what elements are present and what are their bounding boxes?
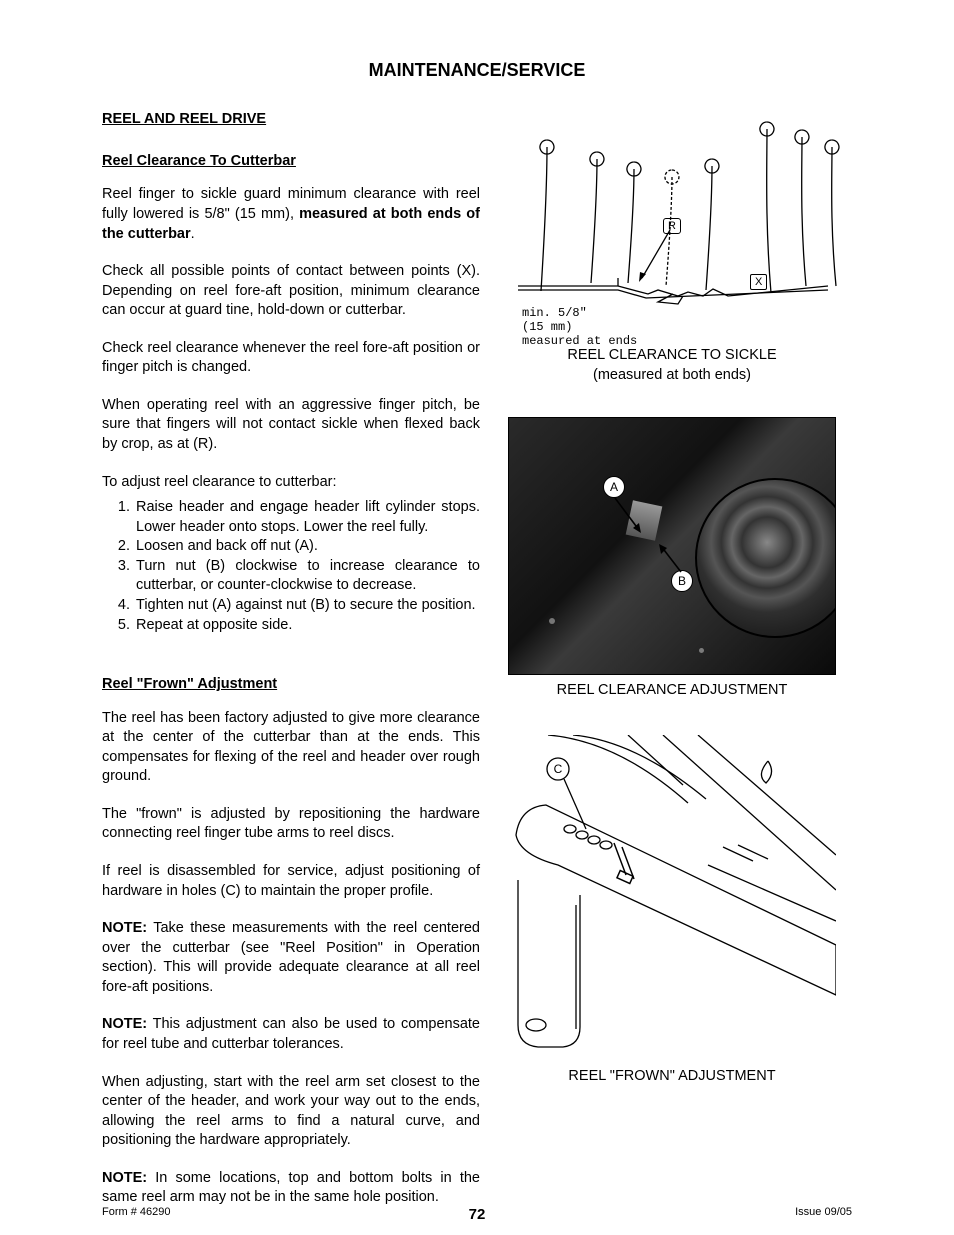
list-item: Repeat at opposite side. (134, 616, 480, 636)
paragraph: Reel finger to sickle guard minimum clea… (102, 185, 480, 244)
reel-tine (753, 110, 773, 295)
list-item: Raise header and engage header lift cyli… (134, 498, 480, 537)
callout-c-text: C (554, 762, 563, 776)
paragraph: Check all possible points of contact bet… (102, 262, 480, 321)
note-paragraph: NOTE: Take these measurements with the r… (102, 919, 480, 997)
footer-page-number: 72 (102, 1205, 852, 1225)
reel-tine (533, 128, 553, 293)
note-paragraph: NOTE: In some locations, top and bottom … (102, 1169, 480, 1208)
text-run: (15 mm) (522, 320, 572, 334)
reel-tine (583, 140, 603, 285)
reel-tine (788, 118, 808, 288)
paragraph: When operating reel with an aggressive f… (102, 396, 480, 455)
list-item: Tighten nut (A) against nut (B) to secur… (134, 596, 480, 616)
list-item: Loosen and back off nut (A). (134, 537, 480, 557)
paragraph: The "frown" is adjusted by repositioning… (102, 805, 480, 844)
figure-reel-clearance-adjustment: A B REEL CLEARANCE ADJUSTMENT (502, 417, 842, 701)
photo-adjustment-nuts: A B (508, 417, 836, 675)
list-item: Turn nut (B) clockwise to increase clear… (134, 557, 480, 596)
note-paragraph: NOTE: This adjustment can also be used t… (102, 1015, 480, 1054)
reel-tine (818, 128, 838, 288)
text-run: Take these measurements with the reel ce… (102, 920, 480, 995)
subheading-reel-frown: Reel "Frown" Adjustment (102, 675, 480, 695)
figure-reel-frown-adjustment: C REEL "FROWN" ADJUSTMENT (502, 735, 842, 1087)
text-run: min. 5/8" (522, 306, 587, 320)
diagram-sickle-clearance: R X min. 5/8" (15 mm) measured at ends (508, 110, 836, 340)
caption-line: (measured at both ends) (593, 367, 751, 383)
reel-tine (620, 150, 640, 285)
diagram-min-clearance-text: min. 5/8" (15 mm) measured at ends (522, 306, 637, 348)
note-label: NOTE: (102, 1170, 147, 1186)
diagram-frown-adjustment: C (508, 735, 836, 1061)
figure-caption: REEL CLEARANCE TO SICKLE (measured at bo… (502, 346, 842, 385)
text-run: . (191, 226, 195, 242)
paragraph: Check reel clearance whenever the reel f… (102, 339, 480, 378)
caption-line: REEL CLEARANCE TO SICKLE (567, 347, 776, 363)
figure-reel-clearance-sickle: R X min. 5/8" (15 mm) measured at ends (502, 110, 842, 385)
paragraph: When adjusting, start with the reel arm … (102, 1073, 480, 1151)
text-run: In some locations, top and bottom bolts … (102, 1170, 480, 1206)
subheading-reel-clearance: Reel Clearance To Cutterbar (102, 152, 480, 172)
reel-tine (658, 158, 678, 288)
paragraph: The reel has been factory adjusted to gi… (102, 709, 480, 787)
page-title: MAINTENANCE/SERVICE (102, 58, 852, 82)
paragraph: If reel is disassembled for service, adj… (102, 862, 480, 901)
text-run: measured at ends (522, 334, 637, 348)
figure-caption: REEL CLEARANCE ADJUSTMENT (502, 681, 842, 701)
right-column: R X min. 5/8" (15 mm) measured at ends (502, 110, 842, 1226)
note-label: NOTE: (102, 1016, 147, 1032)
note-label: NOTE: (102, 920, 147, 936)
callout-a: A (603, 476, 625, 498)
adjustment-steps-list: Raise header and engage header lift cyli… (102, 498, 480, 635)
left-column: REEL AND REEL DRIVE Reel Clearance To Cu… (102, 110, 480, 1226)
section-heading-reel-drive: REEL AND REEL DRIVE (102, 110, 480, 130)
figure-caption: REEL "FROWN" ADJUSTMENT (502, 1067, 842, 1087)
paragraph: To adjust reel clearance to cutterbar: (102, 473, 480, 493)
footer-issue: Issue 09/05 (795, 1205, 852, 1220)
text-run: This adjustment can also be used to comp… (102, 1016, 480, 1052)
reel-tine (698, 147, 718, 292)
